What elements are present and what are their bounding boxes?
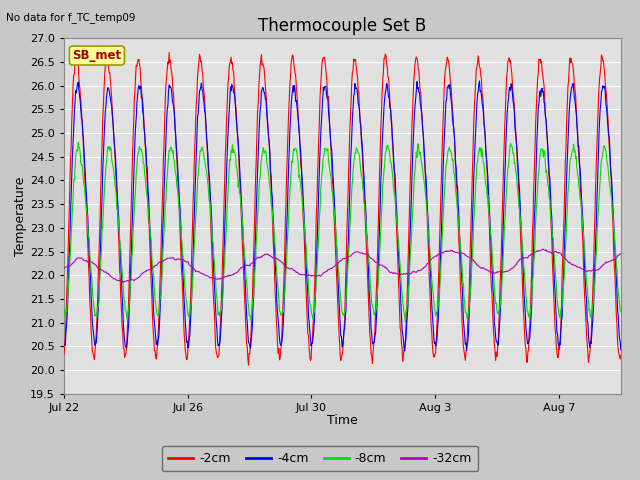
- Text: No data for f_TC_temp09: No data for f_TC_temp09: [6, 12, 136, 23]
- Text: SB_met: SB_met: [72, 49, 122, 62]
- X-axis label: Time: Time: [327, 414, 358, 427]
- Legend: -2cm, -4cm, -8cm, -32cm: -2cm, -4cm, -8cm, -32cm: [162, 446, 478, 471]
- Title: Thermocouple Set B: Thermocouple Set B: [259, 17, 426, 36]
- Y-axis label: Temperature: Temperature: [14, 176, 28, 256]
